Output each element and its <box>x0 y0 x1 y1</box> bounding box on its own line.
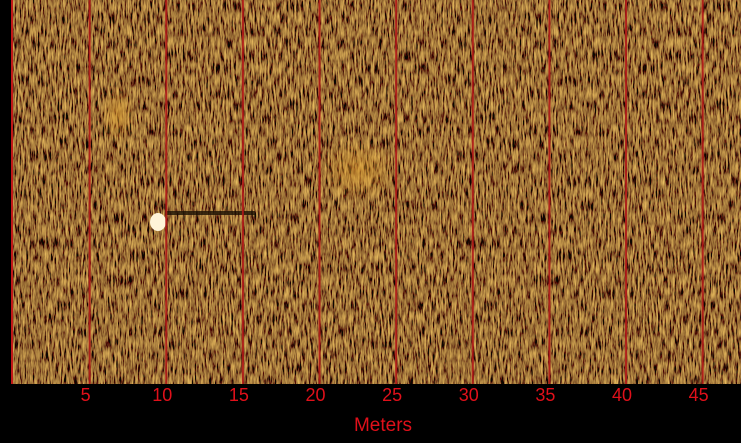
shadow <box>165 211 255 215</box>
x-tick-label: 5 <box>81 385 91 405</box>
x-tick-label: 20 <box>306 385 326 405</box>
page: {"chart_data": {"type": "sonar", "x_labe… <box>0 0 741 443</box>
sonar-view: Meters 5 10 15 20 25 30 35 40 45 <box>0 0 741 443</box>
sonar-return <box>318 138 398 202</box>
target <box>150 213 166 231</box>
x-axis-label: Meters <box>354 415 412 436</box>
x-tick-label: 40 <box>612 385 632 405</box>
x-tick-label: 35 <box>535 385 555 405</box>
x-tick-label: 30 <box>459 385 479 405</box>
x-tick-label: 25 <box>382 385 402 405</box>
sonar-return <box>100 85 136 145</box>
x-tick-label: 10 <box>152 385 172 405</box>
x-tick-label: 45 <box>689 385 709 405</box>
x-tick-label: 15 <box>229 385 249 405</box>
